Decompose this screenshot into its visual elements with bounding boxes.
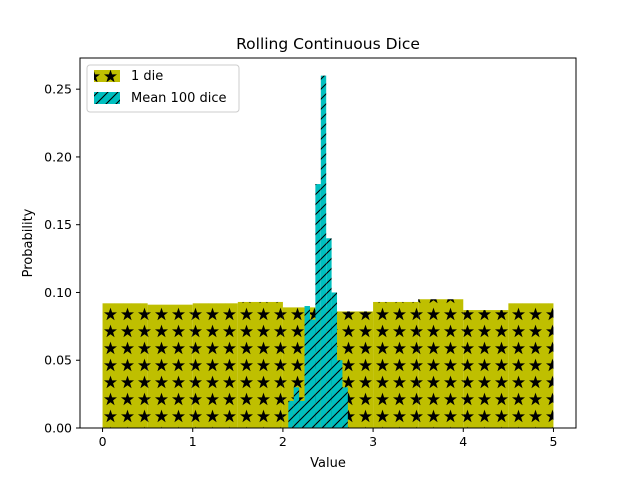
y-axis-label: Probability <box>21 208 36 277</box>
bar-1-die-0 <box>102 303 148 428</box>
bar-1-die-7 <box>418 299 464 428</box>
bar-1-die-6 <box>373 301 419 428</box>
bar-mean-100-dice-5 <box>315 184 321 428</box>
legend: 1 die Mean 100 dice <box>86 64 240 113</box>
bar-1-die-1 <box>147 304 193 428</box>
x-tick-label: 0 <box>99 434 107 449</box>
legend-swatch-mean-100-dice <box>94 92 120 104</box>
y-tick-label: 0.25 <box>44 82 72 97</box>
bars-layer <box>102 75 554 429</box>
legend-box <box>86 64 240 113</box>
y-tick-label: 0.05 <box>44 353 72 368</box>
bar-1-die-9 <box>508 303 554 428</box>
bar-1-die-8 <box>463 310 509 428</box>
x-tick-label: 3 <box>369 434 377 449</box>
legend-label-mean-100-dice: Mean 100 dice <box>131 91 227 106</box>
legend-label-1-die: 1 die <box>131 69 163 84</box>
y-tick-label: 0.10 <box>44 285 72 300</box>
bar-mean-100-dice-8 <box>331 292 338 428</box>
bar-mean-100-dice-2 <box>299 400 305 428</box>
y-tick-label: 0.20 <box>44 149 72 164</box>
y-tick-label: 0.00 <box>44 421 72 436</box>
bar-mean-100-dice-0 <box>288 400 294 428</box>
x-tick-label: 5 <box>549 434 557 449</box>
x-tick-label: 2 <box>279 434 287 449</box>
chart-title: Rolling Continuous Dice <box>236 35 420 53</box>
x-tick-label: 4 <box>459 434 467 449</box>
bar-mean-100-dice-9 <box>337 360 343 428</box>
plot-frame <box>79 57 577 429</box>
bar-mean-100-dice-4 <box>309 319 316 428</box>
bar-mean-100-dice-3 <box>304 306 310 428</box>
bar-1-die-2 <box>192 303 238 428</box>
x-axis-label: Value <box>310 456 346 471</box>
bar-mean-100-dice-10 <box>342 387 348 428</box>
bar-mean-100-dice-1 <box>293 387 300 428</box>
x-tick-label: 1 <box>189 434 197 449</box>
x-axis-ticks: 0 1 2 3 4 5 <box>99 428 557 449</box>
bar-mean-100-dice-6 <box>320 75 327 429</box>
legend-swatch-1-die <box>94 70 120 82</box>
y-axis-ticks: 0.00 0.05 0.10 0.15 0.20 0.25 <box>44 82 80 436</box>
bar-mean-100-dice-7 <box>326 238 332 428</box>
y-tick-label: 0.15 <box>44 217 72 232</box>
bar-1-die-3 <box>237 301 283 428</box>
